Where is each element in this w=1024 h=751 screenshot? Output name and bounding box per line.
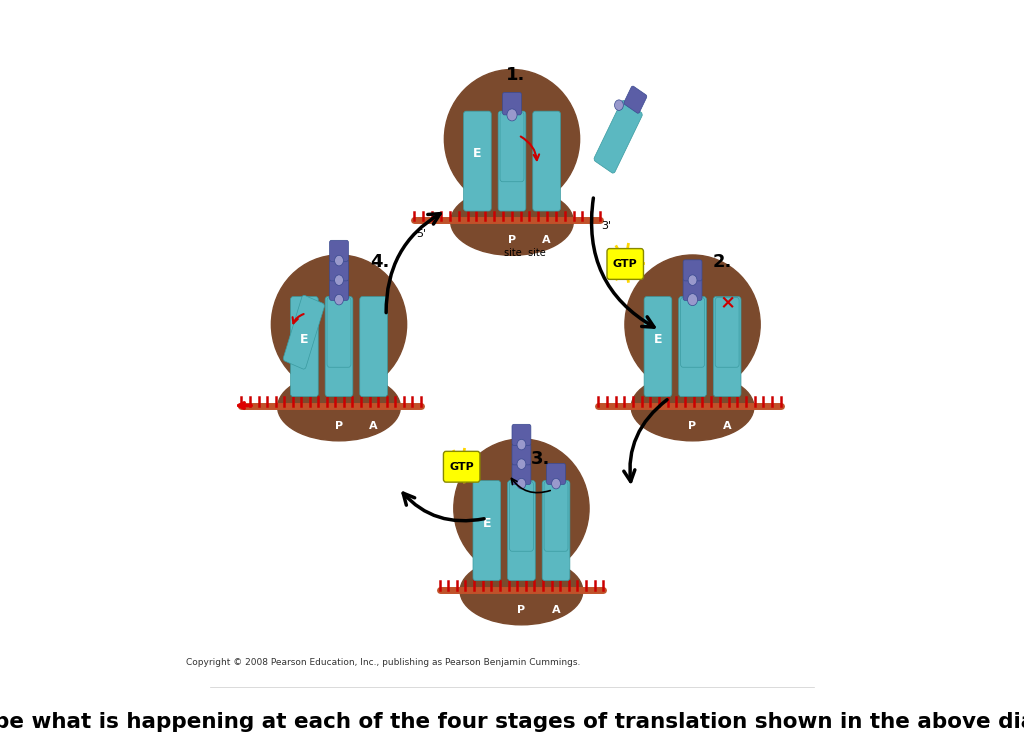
FancyBboxPatch shape xyxy=(681,297,705,367)
Text: 5': 5' xyxy=(416,229,426,240)
Ellipse shape xyxy=(454,439,589,578)
Text: E: E xyxy=(300,333,308,346)
FancyBboxPatch shape xyxy=(464,111,492,211)
FancyBboxPatch shape xyxy=(544,481,568,551)
Text: P: P xyxy=(517,605,525,615)
FancyBboxPatch shape xyxy=(473,481,501,581)
FancyBboxPatch shape xyxy=(498,111,526,211)
FancyBboxPatch shape xyxy=(500,112,524,182)
Circle shape xyxy=(688,275,697,285)
Text: P: P xyxy=(335,421,343,431)
FancyBboxPatch shape xyxy=(547,463,565,484)
Text: 3': 3' xyxy=(601,221,611,231)
FancyBboxPatch shape xyxy=(510,481,534,551)
Circle shape xyxy=(517,478,526,489)
Text: A: A xyxy=(723,421,731,431)
FancyBboxPatch shape xyxy=(532,111,560,211)
Circle shape xyxy=(335,255,343,266)
FancyBboxPatch shape xyxy=(330,240,348,261)
FancyBboxPatch shape xyxy=(624,86,647,113)
Circle shape xyxy=(335,275,343,285)
Text: GTP: GTP xyxy=(612,259,638,270)
FancyBboxPatch shape xyxy=(683,278,702,300)
Text: E: E xyxy=(653,333,663,346)
Text: A: A xyxy=(370,421,378,431)
Ellipse shape xyxy=(631,373,754,441)
Circle shape xyxy=(507,109,517,121)
Circle shape xyxy=(552,478,560,489)
FancyBboxPatch shape xyxy=(644,297,672,397)
Text: 2.: 2. xyxy=(713,252,732,270)
Text: P: P xyxy=(508,235,516,246)
Circle shape xyxy=(335,294,343,305)
Ellipse shape xyxy=(444,69,580,208)
FancyBboxPatch shape xyxy=(330,260,348,281)
FancyBboxPatch shape xyxy=(714,297,741,397)
Ellipse shape xyxy=(271,255,407,394)
FancyBboxPatch shape xyxy=(326,297,353,397)
Text: A: A xyxy=(552,605,560,615)
Text: P: P xyxy=(688,421,696,431)
Text: Describe what is happening at each of the four stages of translation shown in th: Describe what is happening at each of th… xyxy=(0,713,1024,732)
FancyBboxPatch shape xyxy=(284,295,325,369)
Text: GTP: GTP xyxy=(450,462,474,472)
FancyBboxPatch shape xyxy=(359,297,387,397)
Circle shape xyxy=(517,439,526,450)
Text: 4.: 4. xyxy=(371,252,389,270)
FancyBboxPatch shape xyxy=(594,101,642,173)
FancyBboxPatch shape xyxy=(512,463,530,484)
FancyBboxPatch shape xyxy=(607,249,643,279)
FancyBboxPatch shape xyxy=(679,297,707,397)
Ellipse shape xyxy=(625,255,760,394)
Ellipse shape xyxy=(460,557,583,625)
Text: A: A xyxy=(543,235,551,246)
FancyBboxPatch shape xyxy=(512,444,530,465)
Text: 3.: 3. xyxy=(530,450,550,468)
FancyBboxPatch shape xyxy=(683,260,702,281)
FancyBboxPatch shape xyxy=(443,451,480,482)
Text: E: E xyxy=(473,147,481,161)
Text: 1.: 1. xyxy=(506,66,525,84)
FancyBboxPatch shape xyxy=(330,279,348,300)
FancyBboxPatch shape xyxy=(327,297,351,367)
FancyBboxPatch shape xyxy=(512,424,530,445)
Ellipse shape xyxy=(278,373,400,441)
Ellipse shape xyxy=(451,188,573,255)
Text: E: E xyxy=(482,517,492,530)
Circle shape xyxy=(517,459,526,469)
FancyBboxPatch shape xyxy=(508,481,536,581)
Circle shape xyxy=(614,100,624,110)
FancyBboxPatch shape xyxy=(542,481,570,581)
Text: Copyright © 2008 Pearson Education, Inc., publishing as Pearson Benjamin Cumming: Copyright © 2008 Pearson Education, Inc.… xyxy=(185,658,581,667)
Text: site  site: site site xyxy=(504,248,546,258)
Circle shape xyxy=(687,294,697,306)
FancyBboxPatch shape xyxy=(715,297,739,367)
FancyBboxPatch shape xyxy=(291,297,318,397)
FancyBboxPatch shape xyxy=(503,92,521,115)
